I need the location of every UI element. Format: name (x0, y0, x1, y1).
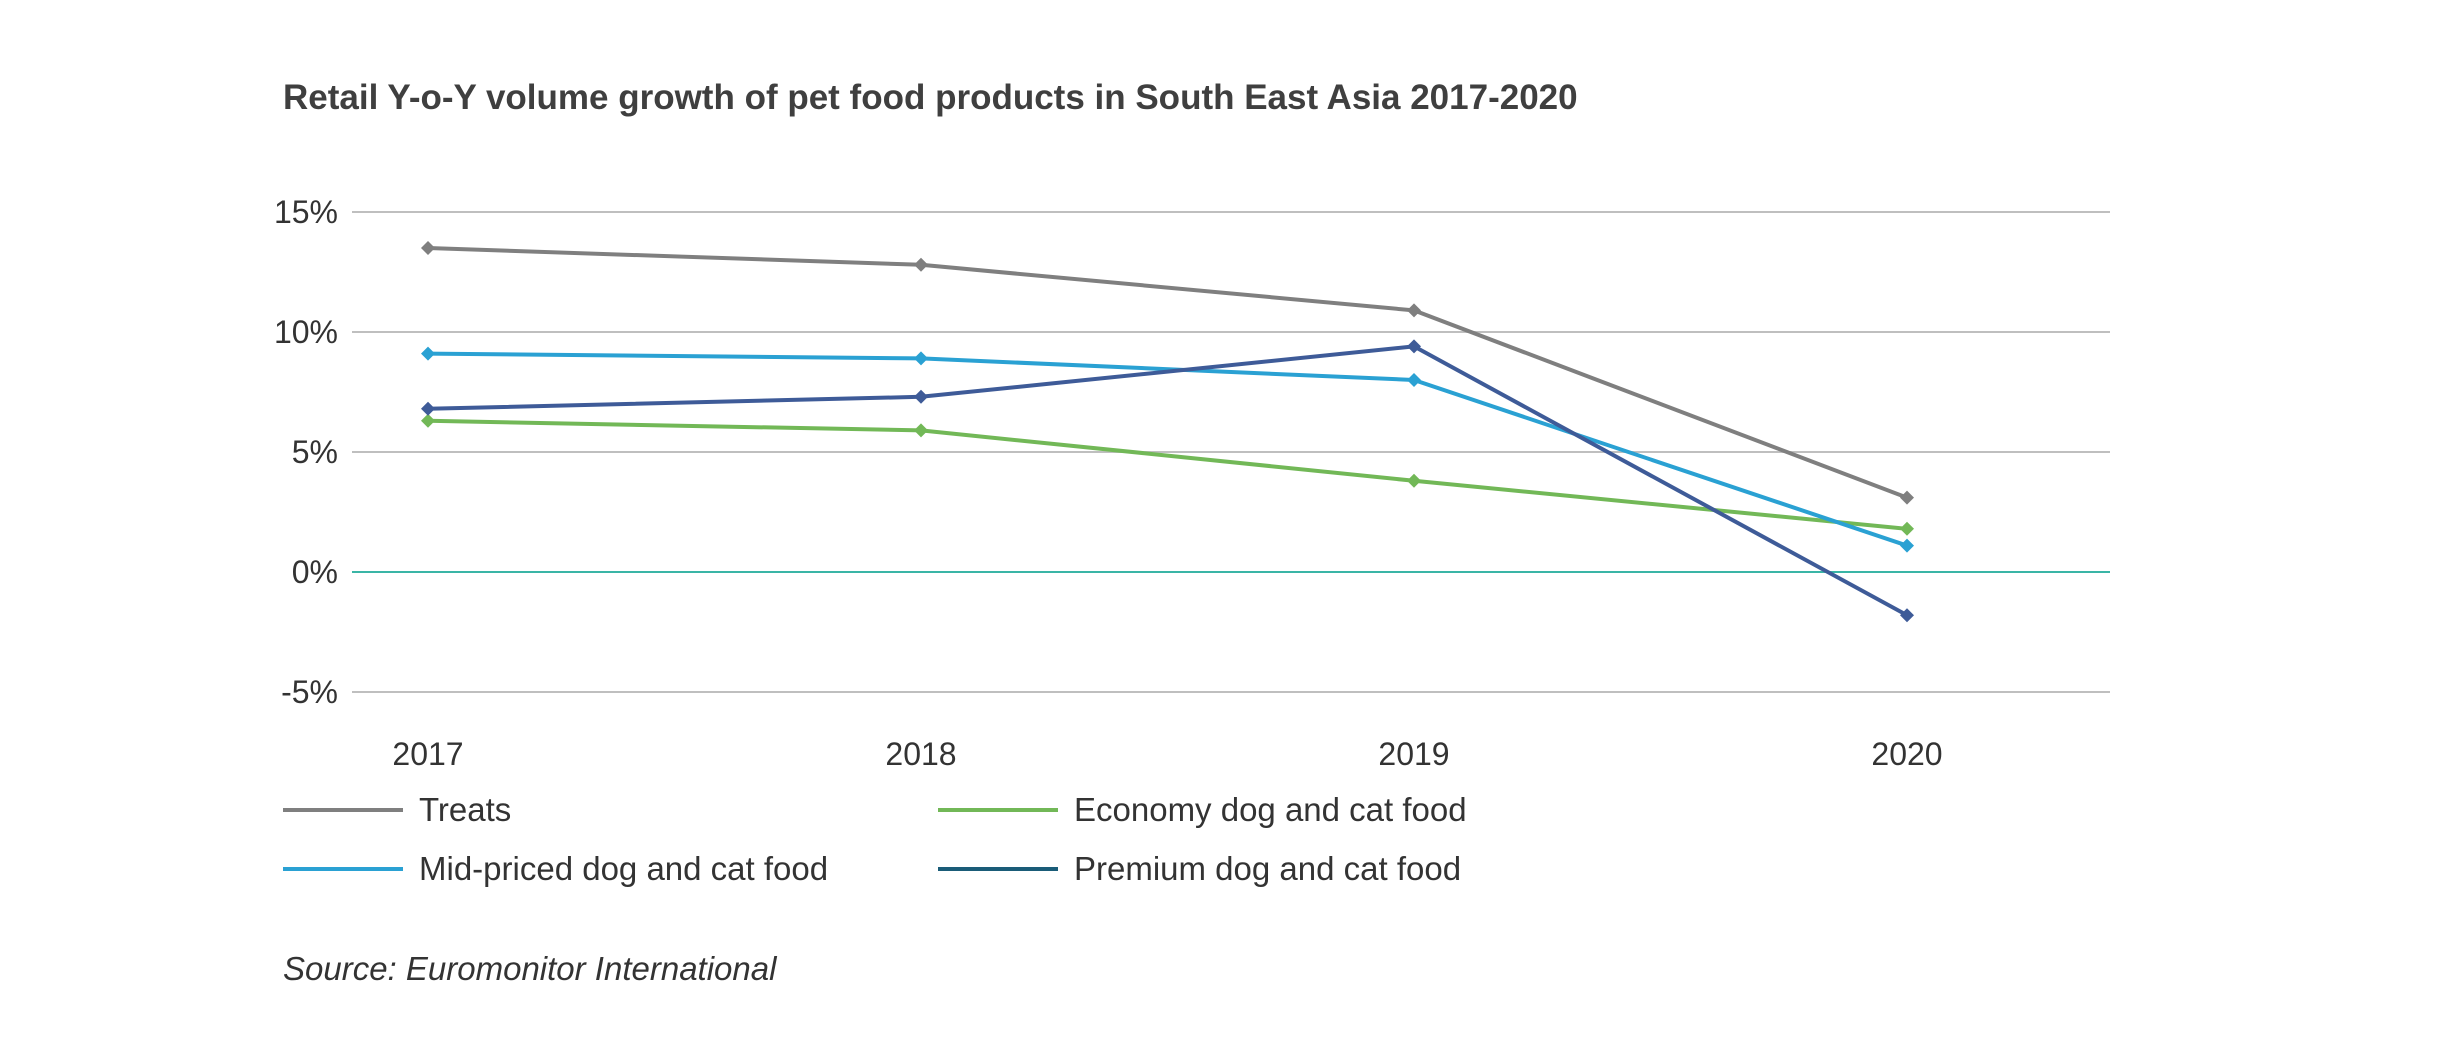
data-point-marker (421, 413, 435, 428)
x-tick-label: 2019 (1378, 736, 1449, 772)
data-point-marker (1407, 339, 1421, 354)
data-point-marker (421, 401, 435, 416)
legend-item-treats: Treats (283, 790, 511, 830)
legend-swatch-mid-priced (283, 867, 403, 871)
data-point-marker (1900, 608, 1914, 623)
data-point-marker (1407, 373, 1421, 387)
legend-label-treats: Treats (419, 791, 512, 828)
y-tick-label: 0% (292, 554, 338, 590)
y-tick-label: -5% (281, 674, 338, 710)
legend-swatch-treats (283, 808, 403, 812)
series-line (427, 246, 1908, 500)
series-line (427, 344, 1908, 617)
y-axis-tick-labels: 15% 10% 5% 0% -5% (274, 194, 338, 710)
data-point-marker (914, 423, 928, 438)
legend-item-mid-priced: Mid-priced dog and cat food (283, 849, 828, 889)
legend-label-economy: Economy dog and cat food (1074, 791, 1467, 828)
data-point-marker (421, 346, 435, 361)
chart-title: Retail Y-o-Y volume growth of pet food p… (283, 78, 1578, 117)
series-line (427, 418, 1908, 531)
legend-label-mid-priced: Mid-priced dog and cat food (419, 850, 829, 887)
y-tick-label: 10% (274, 314, 338, 350)
data-point-marker (1900, 521, 1914, 536)
data-point-marker (1900, 490, 1914, 505)
data-point-marker (1407, 303, 1421, 318)
series-lines (421, 241, 1914, 623)
gridlines (352, 211, 2110, 693)
x-tick-label: 2017 (392, 736, 463, 772)
series-line (427, 351, 1908, 548)
legend-label-premium: Premium dog and cat food (1074, 850, 1462, 887)
source-note: Source: Euromonitor International (283, 950, 777, 987)
x-tick-label: 2018 (885, 736, 956, 772)
legend-item-premium: Premium dog and cat food (938, 849, 1461, 889)
y-tick-label: 15% (274, 194, 338, 230)
legend-swatch-economy (938, 808, 1058, 812)
data-point-marker (421, 241, 435, 255)
legend-swatch-premium (938, 867, 1058, 871)
x-tick-label: 2020 (1871, 736, 1942, 772)
data-point-marker (914, 389, 928, 404)
data-point-marker (914, 257, 928, 272)
y-tick-label: 5% (292, 434, 338, 470)
data-point-marker (914, 351, 928, 366)
data-point-marker (1900, 538, 1914, 553)
legend-item-economy: Economy dog and cat food (938, 790, 1467, 830)
data-point-marker (1407, 473, 1421, 488)
x-axis-tick-labels: 2017 2018 2019 2020 (392, 736, 1942, 772)
